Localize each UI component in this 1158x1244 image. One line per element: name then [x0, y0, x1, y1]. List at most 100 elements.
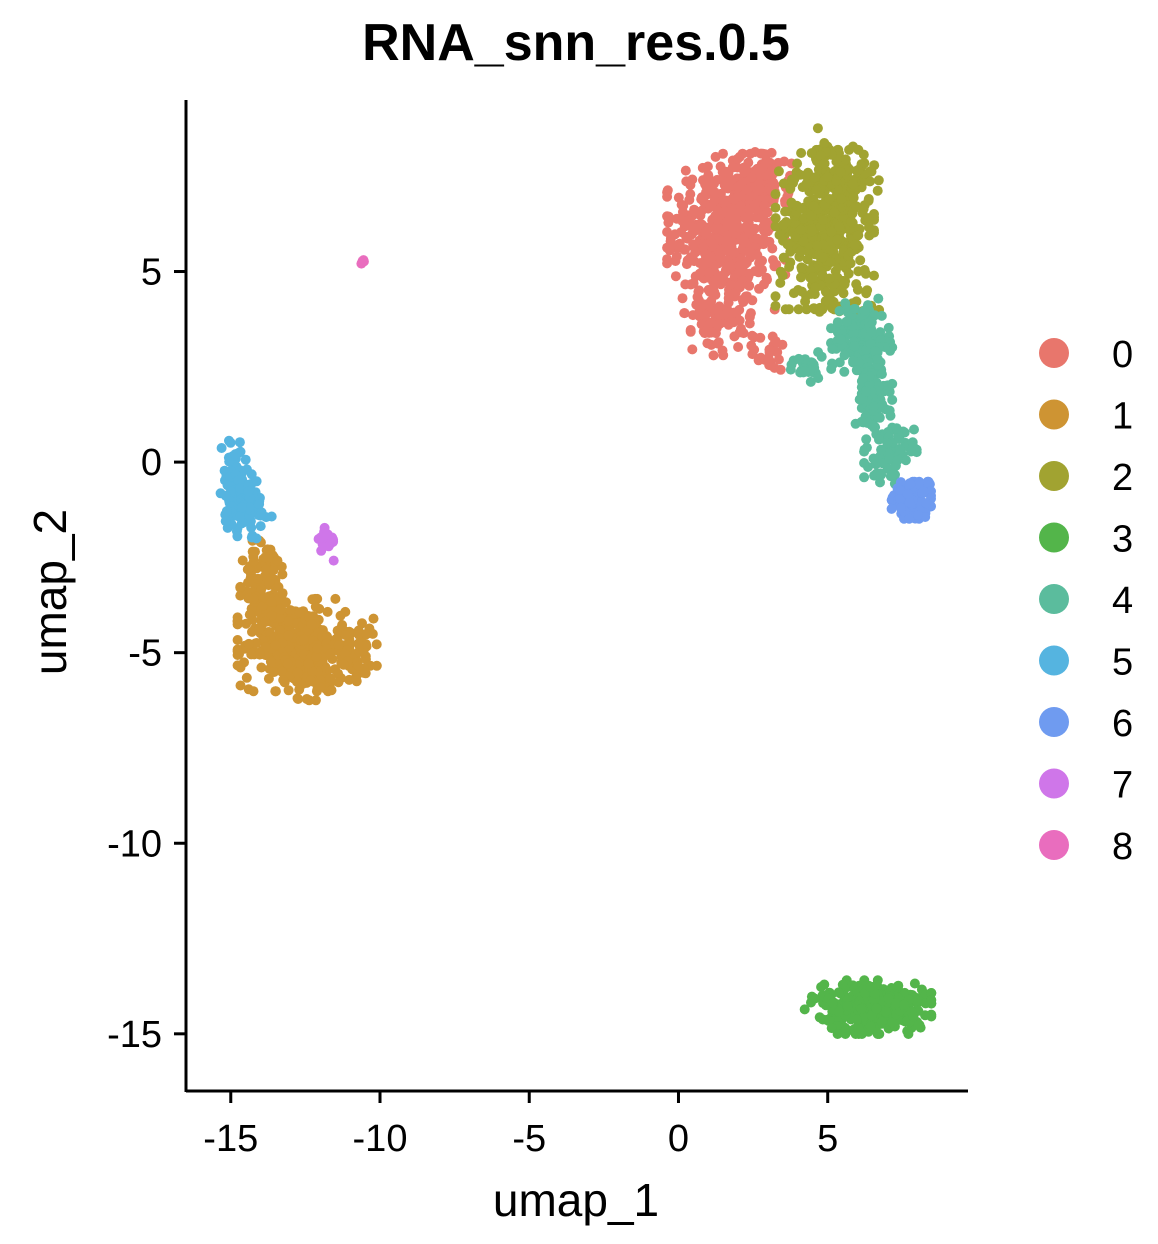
point-cluster-0 — [700, 226, 711, 237]
point-cluster-3 — [859, 975, 870, 986]
point-cluster-0 — [752, 185, 763, 196]
point-cluster-2 — [863, 213, 874, 224]
point-cluster-4 — [883, 322, 894, 333]
point-cluster-1 — [326, 685, 337, 696]
point-cluster-5 — [240, 454, 251, 465]
point-cluster-0 — [735, 200, 746, 211]
x-tick-label: -10 — [353, 1118, 408, 1160]
point-cluster-5 — [255, 510, 266, 521]
point-cluster-6 — [913, 510, 924, 521]
point-cluster-5 — [247, 530, 258, 541]
point-cluster-1 — [292, 667, 303, 678]
point-cluster-2 — [855, 255, 866, 266]
point-cluster-4 — [859, 472, 870, 483]
point-cluster-2 — [853, 164, 864, 175]
point-cluster-2 — [848, 192, 859, 203]
legend-item-3: 3 — [1039, 519, 1133, 561]
point-cluster-1 — [261, 564, 271, 575]
y-tick-label: -10 — [107, 823, 162, 865]
point-cluster-2 — [829, 207, 840, 218]
point-cluster-0 — [712, 305, 723, 316]
legend-key-7 — [1039, 768, 1069, 799]
point-cluster-1 — [283, 685, 294, 696]
point-cluster-0 — [714, 319, 725, 330]
point-cluster-2 — [770, 291, 781, 302]
point-cluster-3 — [915, 1022, 926, 1033]
point-cluster-2 — [835, 167, 846, 178]
series-5-points — [215, 435, 277, 544]
point-cluster-2 — [852, 284, 863, 295]
point-cluster-1 — [265, 544, 276, 555]
legend-label: 7 — [1112, 765, 1133, 807]
point-cluster-3 — [926, 988, 937, 998]
point-cluster-0 — [710, 151, 721, 162]
x-axis-ticks: -15 -10 -5 0 5 — [203, 1091, 838, 1160]
point-cluster-0 — [737, 294, 748, 305]
point-cluster-0 — [734, 260, 745, 271]
point-cluster-2 — [786, 197, 797, 208]
point-cluster-2 — [770, 202, 781, 213]
point-cluster-3 — [891, 998, 902, 1008]
point-cluster-1 — [335, 610, 346, 621]
point-cluster-4 — [876, 369, 887, 380]
point-cluster-6 — [922, 476, 933, 487]
point-cluster-6 — [895, 494, 906, 504]
point-cluster-1 — [360, 668, 371, 679]
point-cluster-3 — [806, 991, 817, 1002]
point-cluster-3 — [902, 1026, 913, 1037]
point-cluster-0 — [766, 166, 777, 177]
point-cluster-1 — [260, 552, 271, 563]
point-cluster-4 — [826, 364, 837, 374]
point-cluster-1 — [275, 604, 286, 615]
point-cluster-4 — [861, 434, 872, 445]
point-cluster-1 — [322, 606, 333, 617]
point-cluster-0 — [703, 267, 714, 278]
legend-label: 8 — [1112, 826, 1133, 868]
point-cluster-0 — [674, 238, 685, 249]
point-cluster-1 — [277, 588, 288, 599]
point-cluster-1 — [270, 640, 281, 650]
point-cluster-4 — [839, 350, 850, 361]
point-cluster-3 — [832, 1029, 843, 1039]
point-cluster-4 — [875, 327, 886, 338]
point-cluster-5 — [254, 499, 265, 510]
y-tick-label: -15 — [107, 1014, 162, 1056]
point-cluster-4 — [805, 376, 816, 387]
point-cluster-4 — [887, 342, 898, 353]
point-cluster-0 — [734, 280, 745, 291]
point-cluster-2 — [789, 218, 800, 228]
point-cluster-5 — [216, 443, 227, 453]
series-7-points — [313, 522, 339, 566]
point-cluster-1 — [306, 619, 317, 630]
point-cluster-8 — [356, 258, 367, 269]
point-cluster-4 — [868, 401, 879, 412]
point-cluster-0 — [769, 362, 780, 373]
point-cluster-4 — [875, 477, 885, 488]
point-cluster-3 — [883, 993, 894, 1004]
point-cluster-4 — [859, 446, 870, 457]
point-cluster-1 — [270, 686, 281, 697]
point-cluster-0 — [749, 344, 760, 355]
series-6-points — [886, 476, 936, 524]
point-cluster-0 — [754, 283, 764, 294]
point-cluster-2 — [806, 148, 817, 159]
point-cluster-1 — [266, 597, 277, 607]
point-cluster-3 — [887, 1017, 898, 1028]
point-cluster-3 — [847, 980, 858, 991]
series-1-points — [232, 535, 382, 706]
point-cluster-1 — [293, 694, 304, 704]
point-cluster-0 — [699, 328, 710, 339]
point-cluster-2 — [846, 216, 857, 227]
point-cluster-0 — [722, 217, 733, 227]
point-cluster-5 — [233, 475, 244, 486]
point-cluster-0 — [722, 235, 733, 246]
point-cluster-6 — [902, 489, 913, 499]
point-cluster-3 — [833, 1006, 844, 1017]
legend: 0 1 2 3 4 5 6 7 8 — [1039, 334, 1133, 868]
point-cluster-0 — [708, 350, 719, 361]
point-cluster-0 — [724, 261, 735, 272]
point-cluster-2 — [780, 206, 791, 217]
points-layer — [215, 123, 937, 1039]
point-cluster-0 — [743, 211, 754, 222]
point-cluster-0 — [680, 165, 691, 176]
